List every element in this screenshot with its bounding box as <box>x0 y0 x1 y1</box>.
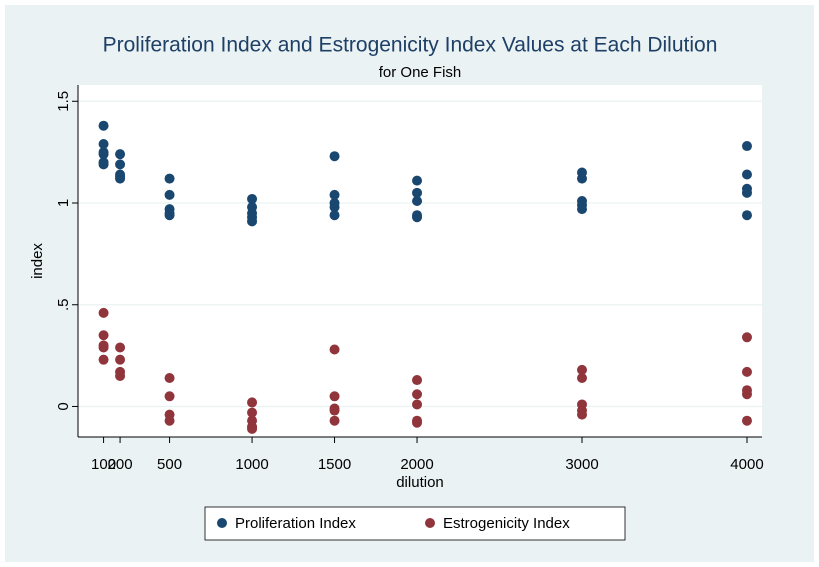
point <box>412 417 423 428</box>
point <box>98 139 109 150</box>
point <box>329 210 340 221</box>
point <box>329 202 340 213</box>
point <box>247 216 258 227</box>
point <box>741 389 752 400</box>
point <box>329 415 340 426</box>
point <box>741 187 752 198</box>
x-tick-label: 1500 <box>318 456 351 473</box>
x-tick-label: 1000 <box>235 456 268 473</box>
point <box>115 370 126 381</box>
plot-area <box>78 85 762 437</box>
point <box>412 375 423 386</box>
point <box>98 354 109 365</box>
y-tick-label: 0 <box>55 402 72 410</box>
point <box>412 399 423 410</box>
point <box>741 332 752 343</box>
point <box>164 391 175 402</box>
point <box>329 391 340 402</box>
point <box>577 372 588 383</box>
point <box>98 159 109 170</box>
legend-label: Proliferation Index <box>235 515 356 532</box>
x-tick-label: 3000 <box>565 456 598 473</box>
point <box>164 415 175 426</box>
point <box>577 364 588 375</box>
point <box>247 193 258 204</box>
point <box>115 173 126 184</box>
point <box>98 120 109 131</box>
point <box>412 187 423 198</box>
point <box>98 307 109 318</box>
point <box>741 141 752 152</box>
x-tick-label: 4000 <box>730 456 763 473</box>
point <box>329 344 340 355</box>
point <box>577 173 588 184</box>
point <box>329 189 340 200</box>
point <box>115 354 126 365</box>
point <box>115 342 126 353</box>
point <box>412 389 423 400</box>
point <box>98 149 109 160</box>
point <box>577 204 588 215</box>
point <box>412 212 423 223</box>
point <box>164 189 175 200</box>
point <box>115 149 126 160</box>
point <box>247 423 258 434</box>
point <box>98 342 109 353</box>
y-axis-title: index <box>29 243 46 279</box>
y-tick-label: .5 <box>55 298 72 311</box>
chart-title: Proliferation Index and Estrogenicity In… <box>103 34 718 57</box>
point <box>247 407 258 418</box>
point <box>741 366 752 377</box>
legend-box <box>204 506 626 541</box>
point <box>741 210 752 221</box>
x-tick-label: 100 <box>91 456 116 473</box>
point <box>164 210 175 221</box>
x-tick-label: 500 <box>157 456 182 473</box>
legend-marker <box>217 518 227 528</box>
point <box>741 169 752 180</box>
point <box>98 330 109 341</box>
point <box>115 159 126 170</box>
x-axis-title: dilution <box>396 474 444 491</box>
point <box>412 195 423 206</box>
point <box>164 372 175 383</box>
chart-subtitle: for One Fish <box>379 64 462 81</box>
point <box>329 151 340 162</box>
point <box>741 415 752 426</box>
point <box>329 405 340 416</box>
x-tick-label: 2000 <box>400 456 433 473</box>
y-tick-label: 1 <box>55 199 72 207</box>
y-tick-label: 1.5 <box>55 91 72 112</box>
point <box>412 175 423 186</box>
legend-label: Estrogenicity Index <box>443 515 570 532</box>
legend-marker <box>425 518 435 528</box>
x-tick-label: 200 <box>108 456 133 473</box>
point <box>164 173 175 184</box>
point <box>577 409 588 420</box>
point <box>247 397 258 408</box>
